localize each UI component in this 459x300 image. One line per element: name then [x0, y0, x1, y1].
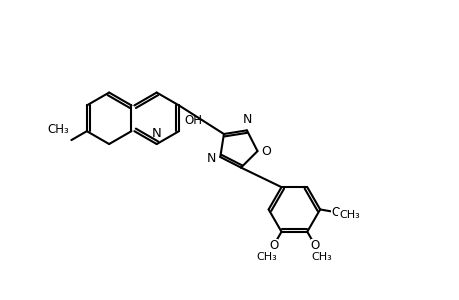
- Text: O: O: [330, 206, 340, 219]
- Text: N: N: [207, 152, 216, 166]
- Text: CH₃: CH₃: [48, 123, 69, 136]
- Text: O: O: [269, 239, 278, 252]
- Text: O: O: [310, 239, 319, 252]
- Text: CH₃: CH₃: [338, 210, 359, 220]
- Text: CH₃: CH₃: [311, 253, 332, 262]
- Text: N: N: [243, 113, 252, 126]
- Text: CH₃: CH₃: [256, 253, 276, 262]
- Text: O: O: [261, 145, 271, 158]
- Text: OH: OH: [184, 114, 202, 127]
- Text: N: N: [151, 127, 161, 140]
